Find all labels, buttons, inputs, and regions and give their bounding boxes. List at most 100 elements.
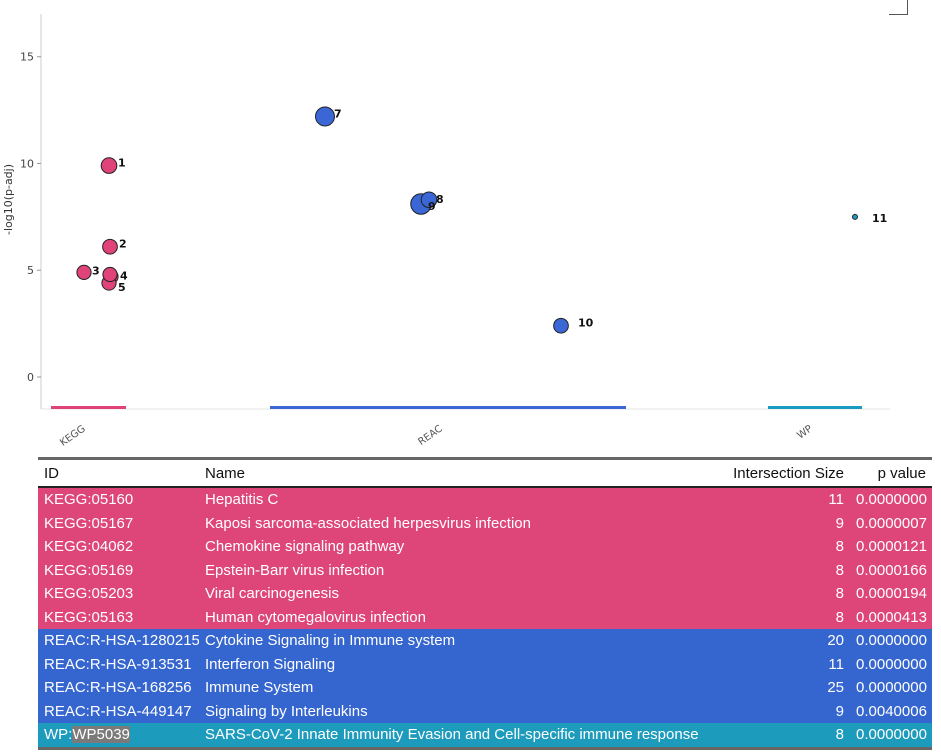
data-point-1[interactable] [100, 157, 118, 174]
cell-id: KEGG:05160 [44, 491, 134, 509]
cell-name: Hepatitis C [205, 491, 279, 509]
cell-p-value: 0.0000413 [856, 608, 927, 626]
cell-p-value: 0.0000166 [856, 561, 927, 579]
source-bars [51, 406, 862, 409]
cell-p-value: 0.0000121 [856, 538, 927, 556]
point-label: 4 [120, 270, 128, 283]
cell-id: REAC:R-HSA-1280215 [44, 632, 199, 650]
y-axis-label: -log10(p-adj) [2, 164, 15, 235]
header-name[interactable]: Name [199, 457, 707, 488]
table-row[interactable]: KEGG:05203 Viral carcinogenesis 8 0.0000194 [38, 582, 932, 606]
cell-size: 25 [827, 679, 844, 697]
cell-p-value: 0.0000007 [856, 514, 927, 532]
x-tick-label: KEGG [58, 423, 88, 448]
cell-size: 9 [835, 702, 844, 720]
cell-size: 11 [828, 491, 844, 509]
results-table: ID Name Intersection Size p value KEGG:0… [38, 457, 932, 750]
cell-size: 11 [828, 655, 844, 673]
source-bar-kegg [51, 406, 126, 409]
cell-name: SARS-CoV-2 Innate Immunity Evasion and C… [199, 723, 707, 750]
cell-name: Chemokine signaling pathway [205, 538, 405, 556]
data-point-8[interactable] [420, 191, 438, 209]
cell-name: Immune System [205, 679, 314, 697]
y-tick-label: 0 [27, 371, 34, 384]
point-label: 11 [872, 212, 887, 225]
y-tick-label: 15 [20, 51, 34, 64]
table-row[interactable]: KEGG:05160 Hepatitis C 11 0.0000000 [38, 487, 932, 512]
cell-id: KEGG:05167 [44, 514, 134, 532]
cell-p-value: 0.0040006 [856, 702, 927, 720]
results-table-container: ID Name Intersection Size p value KEGG:0… [38, 457, 932, 750]
table-row[interactable]: KEGG:05169 Epstein-Barr virus infection 8 0… [38, 558, 932, 582]
cell-p-value: 0.0000000 [856, 679, 927, 697]
point-label: 2 [119, 238, 127, 251]
point-label: 1 [118, 157, 126, 170]
table-body: KEGG:05160 Hepatitis C 11 0.0000000 KEGG:05… [38, 487, 932, 750]
cell-id-prefix: WP: [44, 726, 73, 744]
header-intersection-size[interactable]: Intersection Size [707, 457, 850, 488]
data-point-3[interactable] [76, 264, 92, 280]
header-p-value[interactable]: p value [850, 457, 932, 488]
data-point-10[interactable] [553, 317, 569, 334]
point-label: 5 [118, 281, 126, 294]
cell-id: REAC:R-HSA-913531 [44, 655, 192, 673]
table-row[interactable]: KEGG:04062 Chemokine signaling pathway 8 0.… [38, 535, 932, 559]
y-tick-label: 10 [20, 157, 34, 170]
plot-corner-mark [889, 0, 908, 15]
cell-name: Cytokine Signaling in Immune system [205, 632, 456, 650]
source-bar-reac [270, 406, 626, 409]
cell-size: 8 [835, 608, 844, 626]
cell-p-value: 0.0000000 [850, 723, 932, 750]
point-label: 3 [92, 264, 100, 277]
point-label: 8 [436, 193, 444, 206]
data-point-2[interactable] [102, 238, 118, 255]
cell-p-value: 0.0000194 [856, 585, 927, 603]
table-row[interactable]: REAC:R-HSA-1280215 Cytokine Signaling in … [38, 629, 932, 653]
x-tick-label: REAC [416, 423, 444, 447]
table-row[interactable]: KEGG:05167 Kaposi sarcoma-associated herp… [38, 511, 932, 535]
cell-id: KEGG:05169 [44, 561, 134, 579]
source-bar-wp [768, 406, 862, 409]
cell-size: 9 [835, 514, 844, 532]
x-tick-label: WP [795, 423, 814, 441]
table-row[interactable]: REAC:R-HSA-449147 Signaling by Interleuki… [38, 699, 932, 723]
cell-name: Signaling by Interleukins [205, 702, 368, 720]
table-header-row: ID Name Intersection Size p value [38, 457, 932, 488]
cell-size: 8 [835, 538, 844, 556]
cell-size: 8 [835, 585, 844, 603]
data-point-7[interactable] [315, 106, 335, 127]
header-id[interactable]: ID [38, 457, 199, 488]
cell-name: Interferon Signaling [205, 655, 336, 673]
data-points [76, 106, 858, 334]
data-point-11[interactable] [852, 213, 858, 220]
y-tick-label: 5 [27, 264, 34, 277]
cell-size: 20 [827, 632, 844, 650]
table-row[interactable]: REAC:R-HSA-168256 Immune System 25 0.000000… [38, 676, 932, 700]
cell-p-value: 0.0000000 [856, 655, 927, 673]
cell-p-value: 0.0000000 [856, 491, 927, 509]
table-row[interactable]: REAC:R-HSA-913531 Interferon Signaling 11 0… [38, 652, 932, 676]
cell-name: Viral carcinogenesis [205, 585, 339, 603]
cell-size: 8 [835, 561, 844, 579]
table-row[interactable]: KEGG:05163 Human cytomegalovirus infectio… [38, 605, 932, 629]
cell-id: WP:WP5039 [38, 723, 199, 750]
cell-id: KEGG:05203 [44, 585, 134, 603]
cell-id: REAC:R-HSA-168256 [44, 679, 192, 697]
table-row[interactable]: WP:WP5039 SARS-CoV-2 Innate Immunity Evas… [38, 723, 932, 750]
cell-p-value: 0.0000000 [856, 632, 927, 650]
cell-id: REAC:R-HSA-449147 [44, 702, 192, 720]
cell-name: Human cytomegalovirus infection [205, 608, 426, 626]
point-label: 7 [334, 107, 342, 120]
cell-id-highlight: WP5039 [72, 726, 130, 744]
cell-id: KEGG:05163 [44, 608, 134, 626]
cell-name: Kaposi sarcoma-associated herpesvirus in… [205, 514, 531, 532]
point-label: 10 [578, 317, 594, 330]
cell-size: 8 [707, 723, 850, 750]
point-label: 9 [428, 200, 436, 213]
data-point-6[interactable] [102, 266, 118, 283]
cell-name: Epstein-Barr virus infection [205, 561, 385, 579]
point-labels: 1 2 3 45 7 89 10 11 [92, 107, 887, 329]
cell-id: KEGG:04062 [44, 538, 134, 556]
